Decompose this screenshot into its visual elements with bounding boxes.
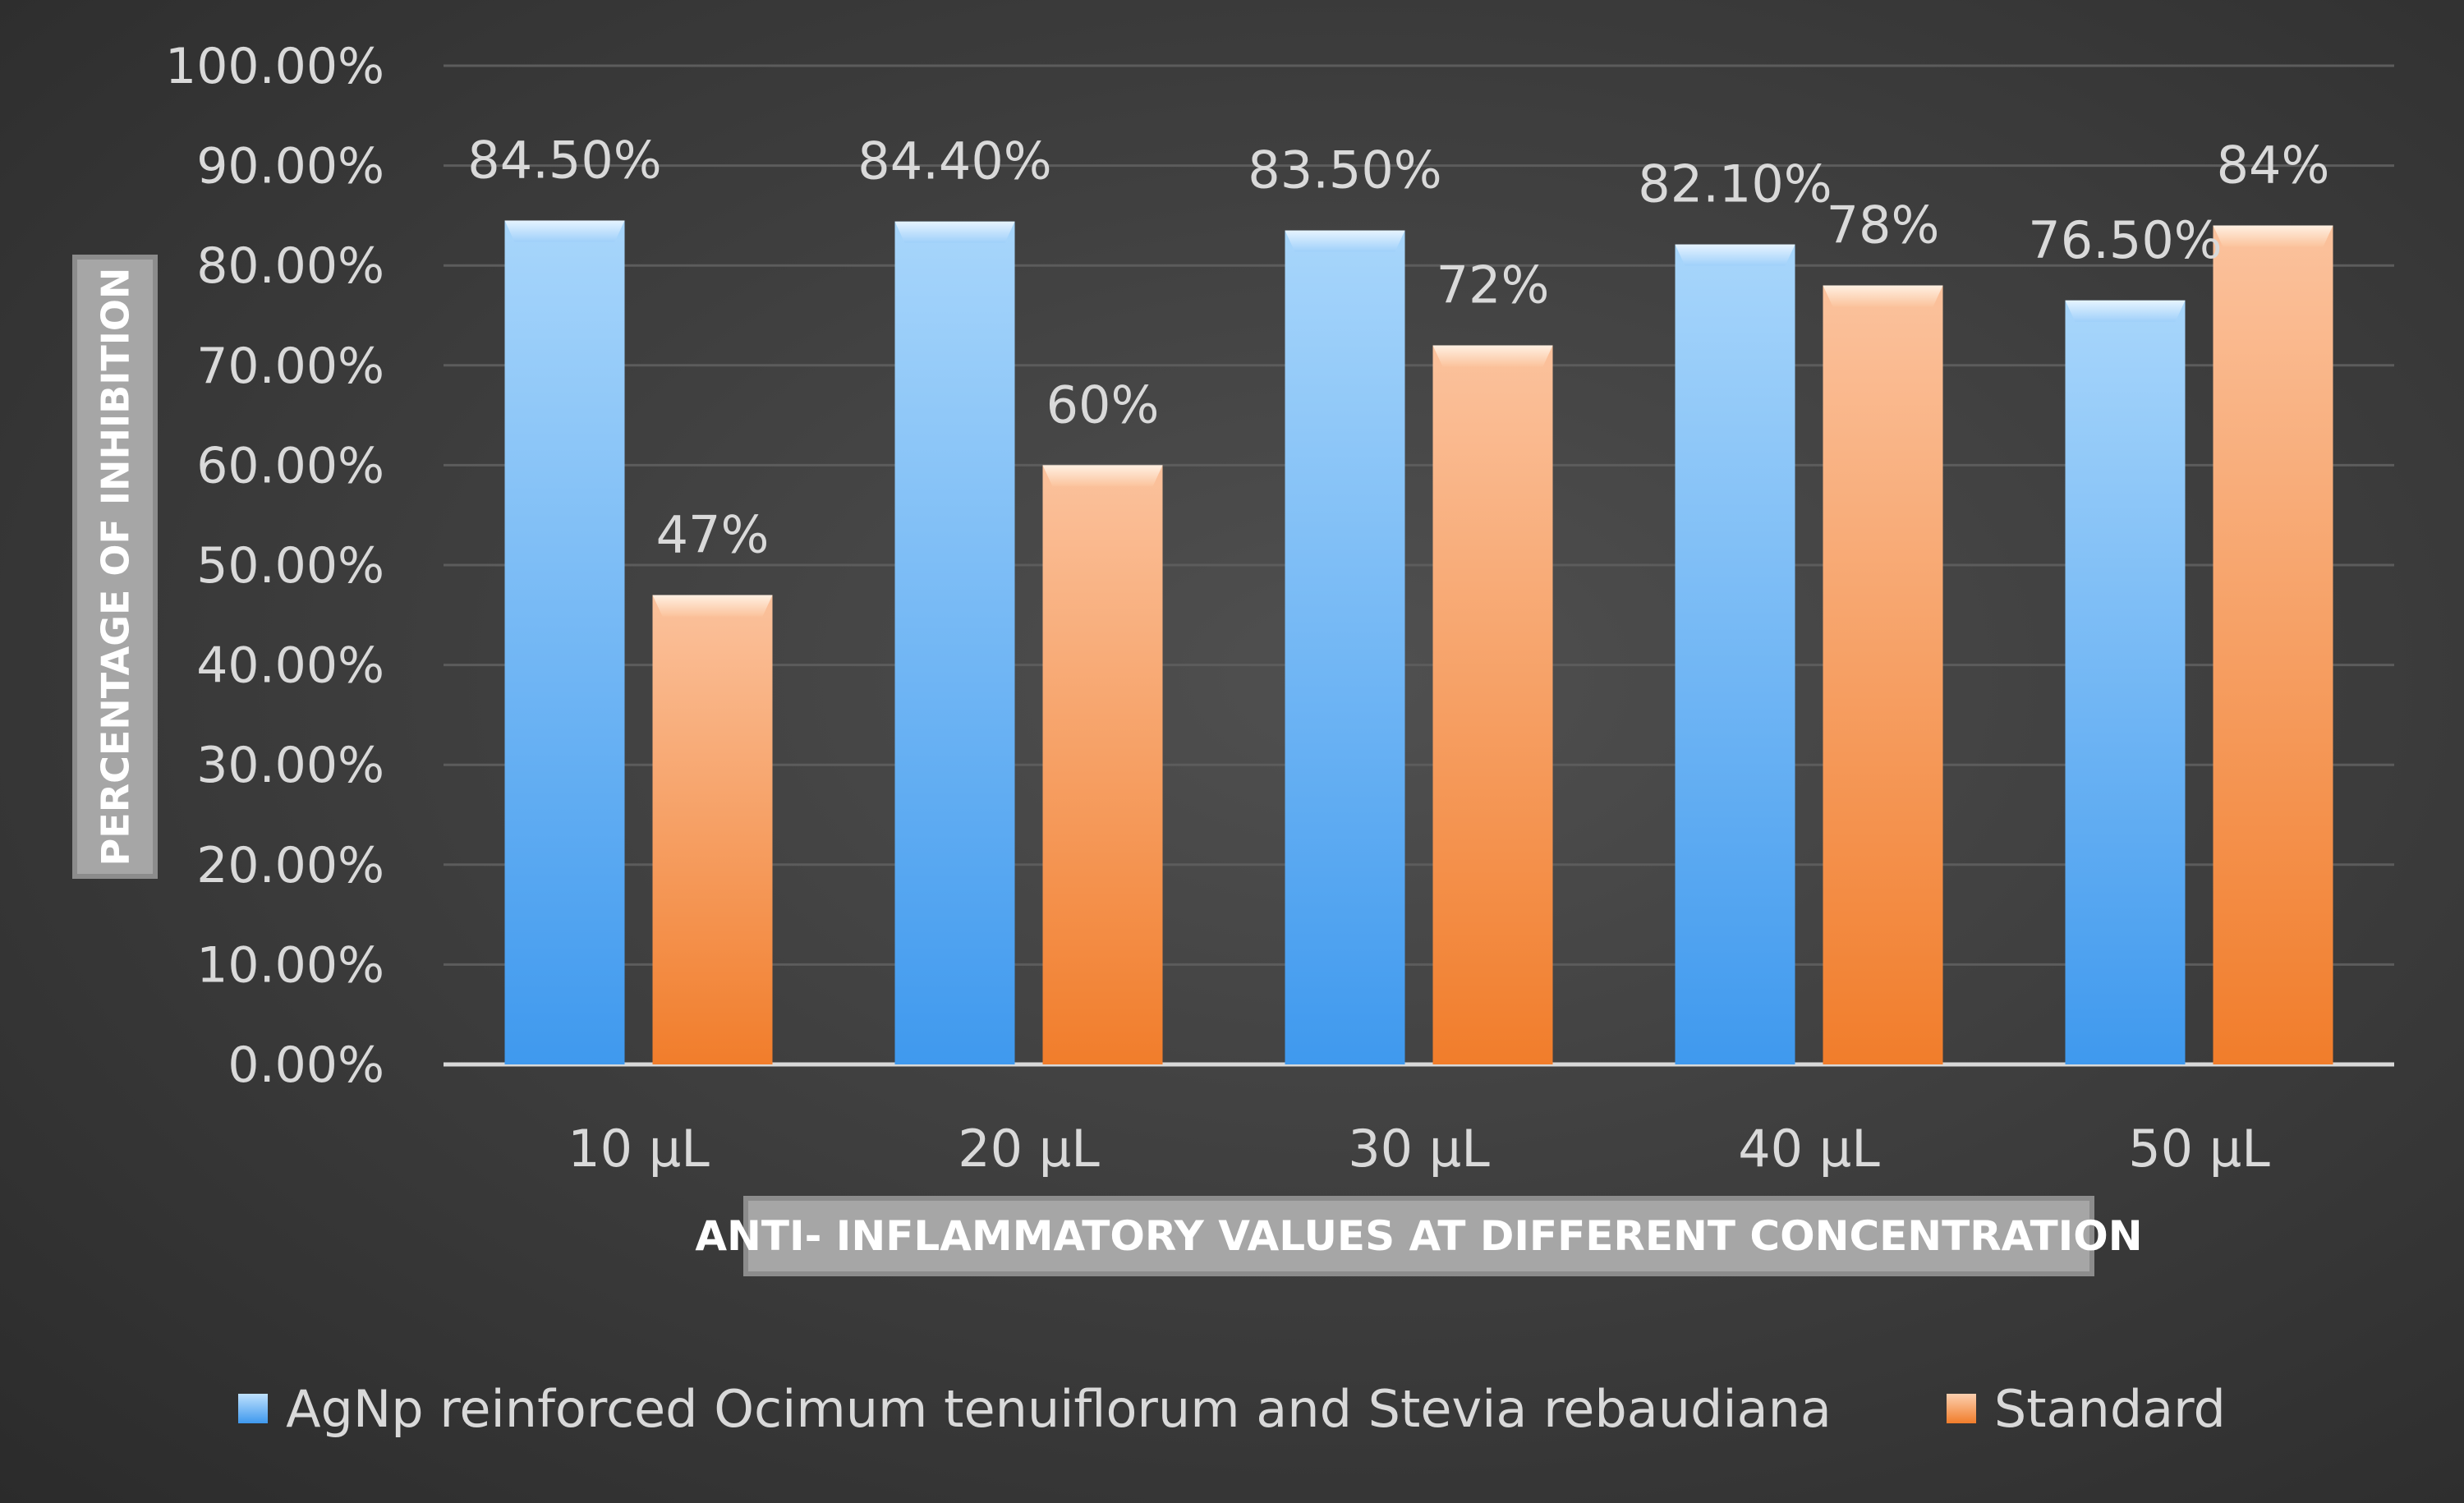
bar-body	[652, 595, 773, 1064]
legend-swatch-agnp	[238, 1394, 269, 1423]
bar-agnp-4[interactable]	[1675, 244, 1795, 1064]
bar-standard-3[interactable]	[1432, 345, 1553, 1065]
bar-body	[894, 221, 1015, 1064]
y-axis-title-text: PERCENTAGE OF INHIBITION	[93, 267, 138, 866]
x-category-label: 10 µL	[568, 1119, 710, 1179]
legend: AgNp reinforced Ocimum tenuiflorum and S…	[0, 1367, 2464, 1450]
bar-bevel	[1823, 285, 1943, 307]
bar-body	[1432, 345, 1553, 1065]
bar-agnp-3[interactable]	[1285, 230, 1405, 1064]
y-tick-label: 40.00%	[196, 637, 384, 695]
bar-bevel	[652, 595, 773, 617]
y-tick-label: 30.00%	[196, 737, 384, 794]
x-category-label: 20 µL	[958, 1119, 1100, 1179]
bar-body	[1823, 285, 1943, 1064]
bar-standard-5[interactable]	[2213, 225, 2333, 1064]
data-label-agnp-4: 82.10%	[1638, 154, 1832, 214]
y-tick-label: 90.00%	[196, 138, 384, 195]
data-label-standard-1: 47%	[656, 504, 770, 564]
bar-body	[2213, 225, 2333, 1064]
x-axis-title: ANTI- INFLAMMATORY VALUES AT DIFFERENT C…	[695, 1196, 2143, 1276]
y-tick-label: 20.00%	[196, 837, 384, 894]
bar-body	[504, 220, 625, 1065]
bar-bevel	[894, 221, 1015, 243]
y-tick-label: 10.00%	[196, 936, 384, 994]
x-category-label: 50 µL	[2128, 1119, 2270, 1179]
x-axis-title-text: ANTI- INFLAMMATORY VALUES AT DIFFERENT C…	[695, 1212, 2143, 1260]
bar-bevel	[504, 220, 625, 242]
bar-body	[1042, 465, 1163, 1064]
data-label-agnp-3: 83.50%	[1248, 140, 1441, 200]
y-tick-label: 70.00%	[196, 338, 384, 395]
data-label-agnp-1: 84.50%	[467, 130, 661, 190]
bar-agnp-1[interactable]	[504, 220, 625, 1065]
bar-standard-4[interactable]	[1823, 285, 1943, 1064]
data-label-standard-5: 84%	[2217, 136, 2330, 195]
bar-body	[1675, 244, 1795, 1064]
data-label-standard-4: 78%	[1827, 195, 1940, 255]
data-label-standard-2: 60%	[1046, 375, 1160, 434]
y-tick-label: 80.00%	[196, 237, 384, 295]
legend-label-standard: Standard	[1993, 1378, 2226, 1439]
x-axis-categories: 10 µL 20 µL 30 µL 40 µL 50 µL	[568, 1119, 2270, 1179]
bar-body	[2065, 300, 2186, 1064]
bar-bevel	[1675, 244, 1795, 266]
y-axis-ticks: 0.00% 10.00% 20.00% 30.00% 40.00% 50.00% 60.00…	[165, 38, 384, 1094]
bar-bevel	[1285, 230, 1405, 252]
data-label-agnp-2: 84.40%	[857, 131, 1051, 191]
legend-label-agnp: AgNp reinforced Ocimum tenuiflorum and S…	[286, 1378, 1832, 1439]
data-label-agnp-5: 76.50%	[2028, 210, 2222, 270]
bar-agnp-2[interactable]	[894, 221, 1015, 1064]
legend-item-standard[interactable]: Standard	[1946, 1378, 2226, 1439]
x-category-label: 40 µL	[1738, 1119, 1880, 1179]
bar-bevel	[1042, 465, 1163, 487]
y-tick-label: 50.00%	[196, 537, 384, 595]
bar-standard-2[interactable]	[1042, 465, 1163, 1064]
data-labels: 84.50% 47% 84.40% 60% 83.50% 72% 82.10%78% 76.5…	[467, 130, 2329, 564]
bar-body	[1285, 230, 1405, 1064]
bar-standard-1[interactable]	[652, 595, 773, 1064]
y-tick-label: 0.00%	[228, 1036, 384, 1094]
bar-bevel	[1432, 345, 1553, 367]
data-label-standard-3: 72%	[1437, 255, 1550, 315]
y-tick-label: 100.00%	[165, 38, 384, 95]
y-tick-label: 60.00%	[196, 437, 384, 494]
x-category-label: 30 µL	[1348, 1119, 1490, 1179]
bars	[504, 220, 2333, 1065]
bar-bevel	[2065, 300, 2186, 322]
legend-item-agnp[interactable]: AgNp reinforced Ocimum tenuiflorum and S…	[238, 1379, 1832, 1439]
y-axis-title: PERCENTAGE OF INHIBITION	[72, 255, 158, 879]
bar-bevel	[2213, 225, 2333, 247]
legend-swatch-standard	[1946, 1394, 1976, 1423]
bar-agnp-5[interactable]	[2065, 300, 2186, 1064]
